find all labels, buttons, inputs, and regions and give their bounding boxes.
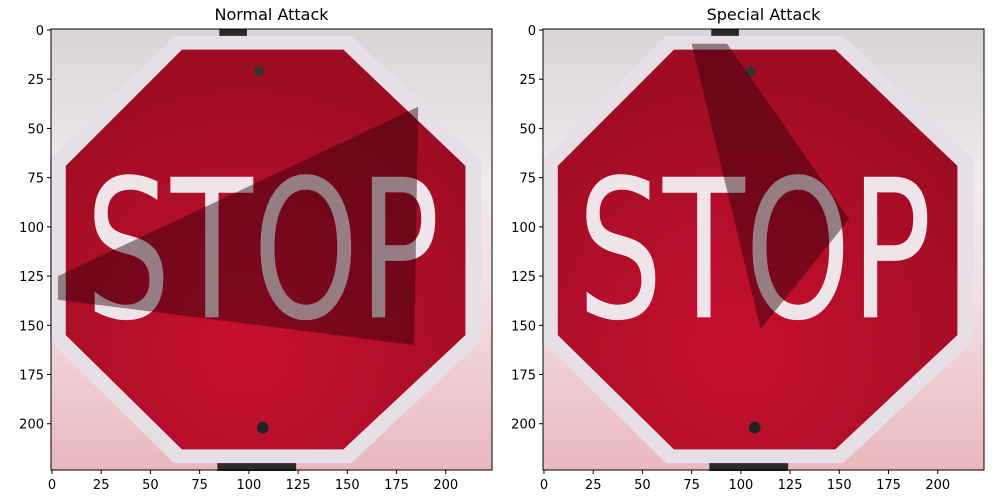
sign-face [557, 49, 958, 450]
y-tick-label: 100 [19, 221, 44, 236]
x-tick-label: 175 [876, 478, 901, 493]
axes-frame [542, 28, 985, 471]
panel-title: Normal Attack [214, 5, 329, 24]
shadow [691, 43, 850, 330]
panel-title: Special Attack [707, 5, 822, 24]
x-tick-label: 25 [93, 478, 110, 493]
y-tick-label: 125 [19, 270, 44, 285]
bolt [256, 421, 269, 434]
x-tick-label: 50 [142, 478, 159, 493]
y-tick-label: 25 [519, 73, 536, 88]
x-tick-label: 75 [683, 478, 700, 493]
x-tick-label: 75 [191, 478, 208, 493]
bolt [748, 421, 761, 434]
sign-face [65, 49, 466, 450]
image-panel: STOP Normal Attack 0 25 50 75 100 125 150 175 200 0… [19, 5, 493, 493]
sign-text: STOP [577, 138, 931, 363]
y-tick-label: 150 [19, 319, 44, 334]
image-panel: STOP Special Attack 0 25 50 75 100 125 150 175 200… [511, 5, 985, 493]
x-tick-label: 100 [236, 478, 261, 493]
y-tick-label: 150 [511, 319, 536, 334]
x-tick-label: 150 [335, 478, 360, 493]
y-tick-label: 50 [27, 122, 44, 137]
y-tick-label: 100 [511, 221, 536, 236]
x-tick-label: 125 [778, 478, 803, 493]
y-tick-label: 175 [19, 369, 44, 384]
y-tick-label: 175 [511, 369, 536, 384]
y-tick-label: 25 [27, 73, 44, 88]
x-tick-label: 200 [433, 478, 458, 493]
y-tick-label: 0 [528, 24, 536, 39]
y-tick-label: 0 [36, 24, 44, 39]
shadow [57, 106, 419, 345]
bolt [253, 66, 264, 77]
x-tick-label: 175 [384, 478, 409, 493]
x-tick-label: 50 [634, 478, 651, 493]
stop-sign-image: STOP [50, 29, 492, 471]
y-tick-label: 200 [511, 418, 536, 433]
x-tick-label: 150 [827, 478, 852, 493]
x-tick-label: 25 [585, 478, 602, 493]
y-tick-label: 200 [19, 418, 44, 433]
sign-text: STOP [85, 138, 439, 363]
x-tick-label: 100 [728, 478, 753, 493]
y-tick-label: 75 [519, 172, 536, 187]
x-tick-label: 125 [286, 478, 311, 493]
y-tick-label: 50 [519, 122, 536, 137]
bolt [745, 66, 756, 77]
x-tick-label: 0 [540, 478, 548, 493]
axes-frame [50, 28, 493, 471]
y-tick-label: 75 [27, 172, 44, 187]
y-tick-label: 125 [511, 270, 536, 285]
stop-sign-image: STOP [542, 29, 984, 471]
x-tick-label: 200 [925, 478, 950, 493]
x-tick-label: 0 [48, 478, 56, 493]
